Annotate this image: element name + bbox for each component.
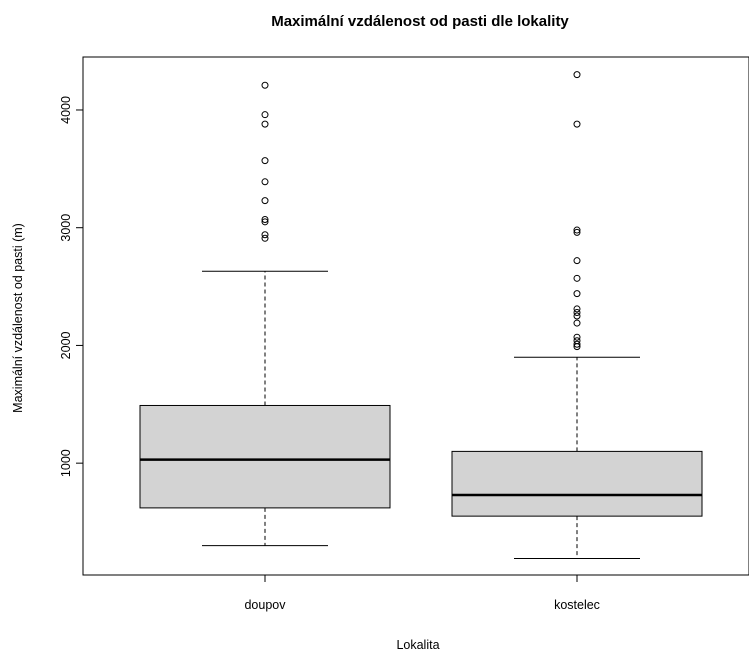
outlier-point [261, 111, 269, 119]
outlier-point [573, 319, 581, 327]
y-tick-label: 3000 [59, 214, 73, 242]
iqr-box [139, 404, 391, 509]
outlier-point [573, 312, 581, 320]
outlier-point [573, 228, 581, 236]
x-tick-label: kostelec [554, 598, 600, 612]
outlier-point [261, 157, 269, 165]
outlier-point [261, 218, 269, 226]
x-axis: doupov kostelec [244, 575, 600, 612]
outlier-point [573, 274, 581, 282]
x-tick-label: doupov [244, 598, 286, 612]
outlier-point [261, 81, 269, 89]
outlier-point [261, 234, 269, 242]
y-tick-label: 2000 [59, 331, 73, 359]
outlier-point [573, 308, 581, 316]
outlier-point [261, 120, 269, 128]
x-axis-label: Lokalita [396, 638, 439, 652]
outlier-point [573, 305, 581, 313]
outlier-point [261, 231, 269, 239]
outlier-point [573, 333, 581, 341]
outlier-point [573, 226, 581, 234]
y-tick-label: 1000 [59, 449, 73, 477]
outlier-point [573, 120, 581, 128]
box-doupov [139, 81, 391, 547]
plot-frame [82, 56, 749, 576]
y-tick-label: 4000 [59, 96, 73, 124]
outlier-point [261, 215, 269, 223]
y-axis: 1000 2000 3000 4000 [59, 96, 83, 477]
outlier-point [573, 290, 581, 298]
y-axis-label: Maximální vzdálenost od pasti (m) [11, 223, 25, 413]
chart-title: Maximální vzdálenost od pasti dle lokali… [271, 13, 569, 30]
outlier-point [573, 257, 581, 265]
iqr-box [451, 450, 703, 517]
outlier-point [573, 71, 581, 79]
outlier-point [573, 337, 581, 345]
box-series [139, 71, 703, 560]
outlier-point [261, 197, 269, 205]
box-kostelec [451, 71, 703, 560]
outlier-point [261, 178, 269, 186]
outlier-point [573, 340, 581, 348]
